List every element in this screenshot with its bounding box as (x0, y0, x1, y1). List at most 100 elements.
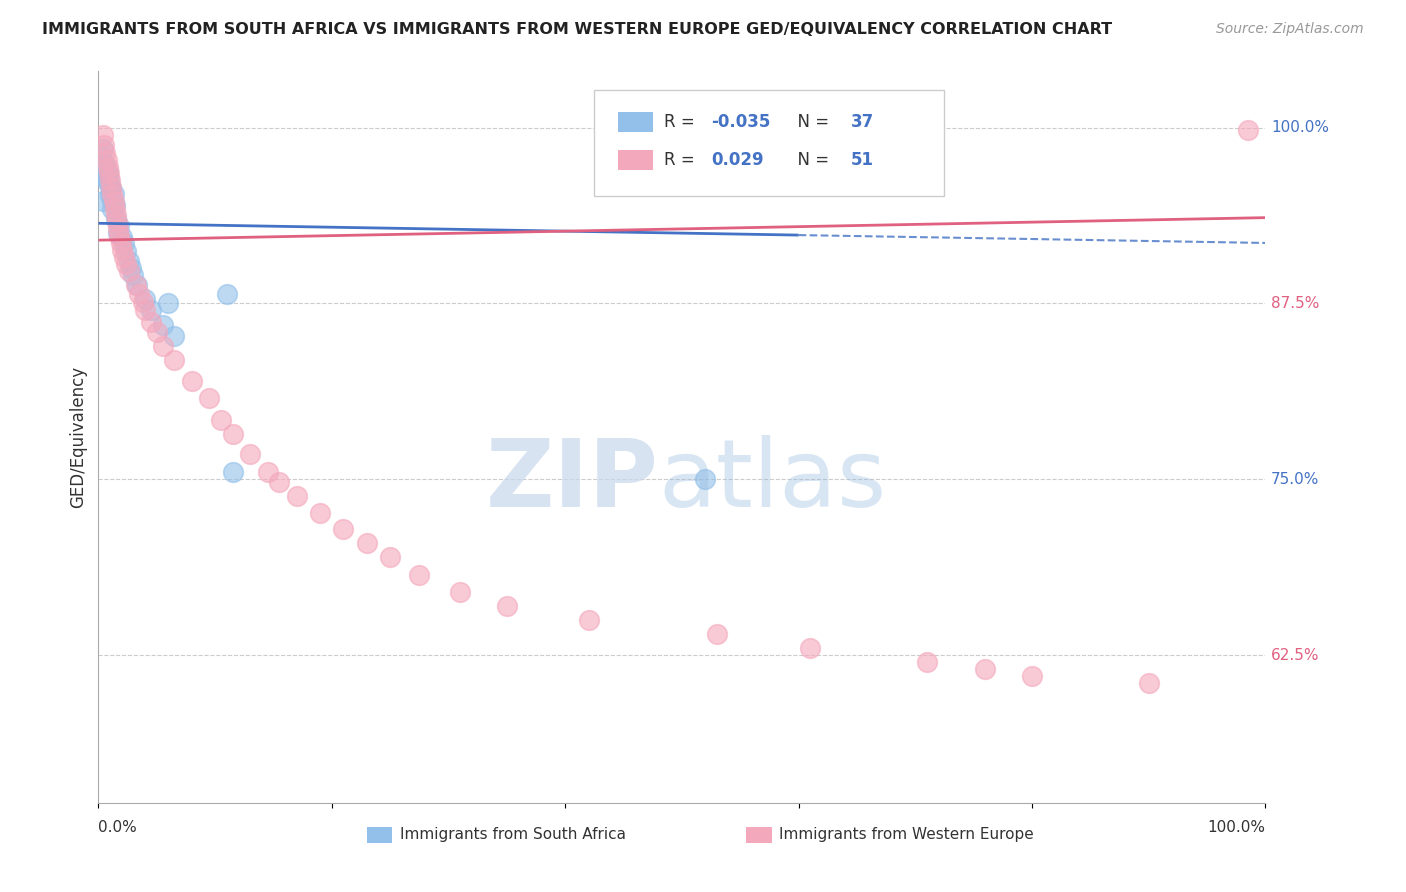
Bar (617, 150, 652, 170)
Text: 51: 51 (851, 151, 875, 169)
Point (103, 186, 125, 201)
Point (134, 292, 156, 306)
Point (104, 198, 127, 212)
Point (256, 465, 278, 479)
Point (111, 230, 134, 244)
Point (93, 156, 115, 170)
Point (115, 257, 138, 271)
Point (496, 599, 519, 613)
Point (180, 374, 202, 388)
Point (97, 166, 120, 180)
Point (380, 549, 402, 564)
Point (98, 188, 121, 202)
Text: R =: R = (665, 112, 700, 131)
Point (118, 254, 141, 268)
Point (915, 655, 938, 669)
Point (107, 226, 129, 240)
Point (125, 278, 148, 293)
Point (1137, 676, 1160, 690)
Text: 0.0%: 0.0% (98, 820, 138, 835)
Point (139, 303, 162, 318)
Point (163, 352, 186, 367)
Point (198, 391, 221, 405)
Point (93, 137, 115, 152)
Point (209, 413, 232, 427)
Point (695, 472, 717, 486)
Point (100, 181, 122, 195)
Point (146, 325, 169, 339)
Point (1021, 669, 1043, 683)
Point (215, 286, 238, 301)
Text: -0.035: -0.035 (711, 112, 770, 131)
Point (101, 202, 124, 217)
Point (122, 268, 145, 283)
Bar (747, 827, 772, 843)
Point (799, 641, 821, 656)
Point (90, 149, 112, 163)
Text: N =: N = (787, 112, 834, 131)
Point (97, 172, 120, 186)
Point (332, 522, 354, 536)
Point (97, 166, 120, 180)
Point (239, 447, 262, 461)
Text: R =: R = (665, 151, 706, 169)
Point (103, 194, 125, 208)
Point (111, 243, 134, 257)
Point (128, 286, 150, 301)
Text: 100.0%: 100.0% (1271, 120, 1329, 135)
Point (98, 179, 121, 194)
Text: 0.029: 0.029 (711, 151, 763, 169)
Point (134, 303, 156, 318)
Point (120, 261, 142, 276)
Text: 62.5%: 62.5% (1271, 648, 1320, 663)
Bar (367, 827, 392, 843)
Point (108, 219, 131, 233)
Point (221, 465, 243, 479)
Point (98, 172, 121, 186)
Text: IMMIGRANTS FROM SOUTH AFRICA VS IMMIGRANTS FROM WESTERN EUROPE GED/EQUIVALENCY C: IMMIGRANTS FROM SOUTH AFRICA VS IMMIGRAN… (42, 22, 1112, 37)
Point (104, 212, 127, 227)
FancyBboxPatch shape (595, 90, 945, 195)
Point (118, 264, 141, 278)
Point (974, 662, 997, 676)
Point (152, 339, 174, 353)
Point (157, 296, 180, 310)
Point (578, 613, 600, 627)
Text: 75.0%: 75.0% (1271, 472, 1320, 487)
Point (94, 160, 117, 174)
Text: Immigrants from Western Europe: Immigrants from Western Europe (779, 827, 1033, 842)
Point (408, 568, 430, 582)
Point (104, 208, 127, 222)
Point (108, 229, 131, 244)
Point (100, 179, 122, 194)
Point (269, 475, 291, 489)
Text: Source: ZipAtlas.com: Source: ZipAtlas.com (1216, 22, 1364, 37)
Point (125, 278, 148, 293)
Point (96, 162, 118, 177)
Point (356, 535, 378, 549)
Text: 37: 37 (851, 112, 875, 131)
Point (139, 315, 162, 329)
Text: Immigrants from South Africa: Immigrants from South Africa (399, 827, 626, 842)
Point (94, 145, 117, 160)
Text: 100.0%: 100.0% (1208, 820, 1265, 835)
Point (91, 128, 114, 142)
Point (112, 250, 135, 264)
Text: N =: N = (787, 151, 834, 169)
Text: ZIP: ZIP (485, 435, 658, 527)
Text: 87.5%: 87.5% (1271, 296, 1320, 311)
Point (97, 160, 120, 174)
Point (105, 215, 128, 229)
Point (107, 222, 129, 236)
Point (110, 235, 132, 250)
Point (94, 169, 117, 184)
Point (285, 489, 308, 503)
Point (1237, 123, 1260, 137)
Point (101, 194, 124, 208)
Point (101, 186, 124, 201)
Point (112, 235, 135, 250)
Point (93, 166, 115, 180)
Point (706, 627, 728, 641)
Bar (617, 112, 652, 132)
Point (152, 318, 174, 332)
